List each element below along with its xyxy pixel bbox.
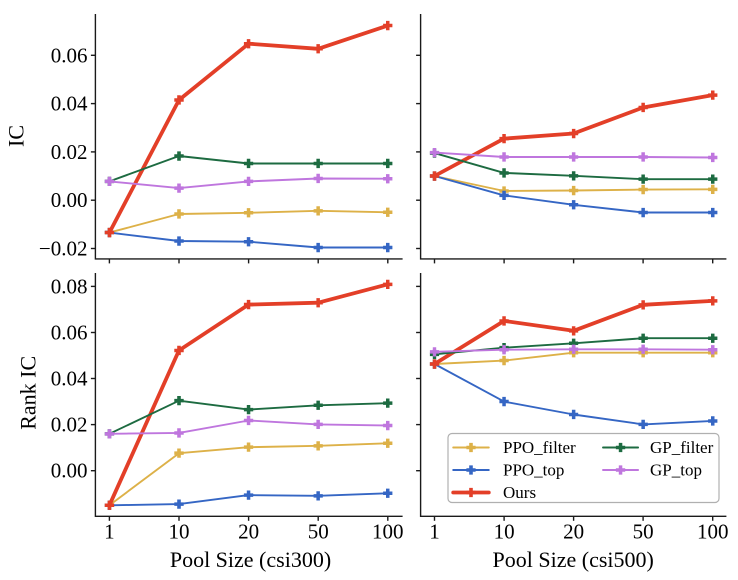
svg-text:0.04: 0.04 bbox=[51, 367, 88, 391]
svg-text:10: 10 bbox=[494, 520, 515, 544]
svg-text:Rank IC: Rank IC bbox=[16, 356, 41, 430]
svg-text:1: 1 bbox=[429, 520, 440, 544]
svg-text:0.00: 0.00 bbox=[51, 459, 88, 483]
svg-text:0.04: 0.04 bbox=[51, 92, 88, 116]
svg-text:20: 20 bbox=[238, 520, 259, 544]
svg-text:PPO_filter: PPO_filter bbox=[503, 438, 576, 457]
svg-text:20: 20 bbox=[563, 520, 584, 544]
svg-text:50: 50 bbox=[308, 520, 329, 544]
svg-text:GP_filter: GP_filter bbox=[650, 438, 714, 457]
svg-text:Pool Size (csi500): Pool Size (csi500) bbox=[493, 547, 654, 572]
svg-text:50: 50 bbox=[633, 520, 654, 544]
svg-text:Ours: Ours bbox=[503, 483, 536, 502]
svg-text:−0.02: −0.02 bbox=[39, 237, 88, 261]
svg-text:0.02: 0.02 bbox=[51, 140, 88, 164]
svg-text:0.08: 0.08 bbox=[51, 274, 88, 298]
svg-text:0.02: 0.02 bbox=[51, 413, 88, 437]
svg-text:PPO_top: PPO_top bbox=[503, 461, 564, 480]
svg-text:10: 10 bbox=[169, 520, 190, 544]
svg-text:100: 100 bbox=[697, 520, 729, 544]
svg-text:100: 100 bbox=[372, 520, 404, 544]
svg-text:Pool Size (csi300): Pool Size (csi300) bbox=[170, 547, 331, 572]
svg-text:IC: IC bbox=[4, 125, 29, 147]
svg-text:0.06: 0.06 bbox=[51, 321, 88, 345]
svg-text:GP_top: GP_top bbox=[650, 461, 702, 480]
svg-text:0.06: 0.06 bbox=[51, 43, 88, 67]
svg-text:1: 1 bbox=[104, 520, 115, 544]
svg-text:0.00: 0.00 bbox=[51, 188, 88, 212]
